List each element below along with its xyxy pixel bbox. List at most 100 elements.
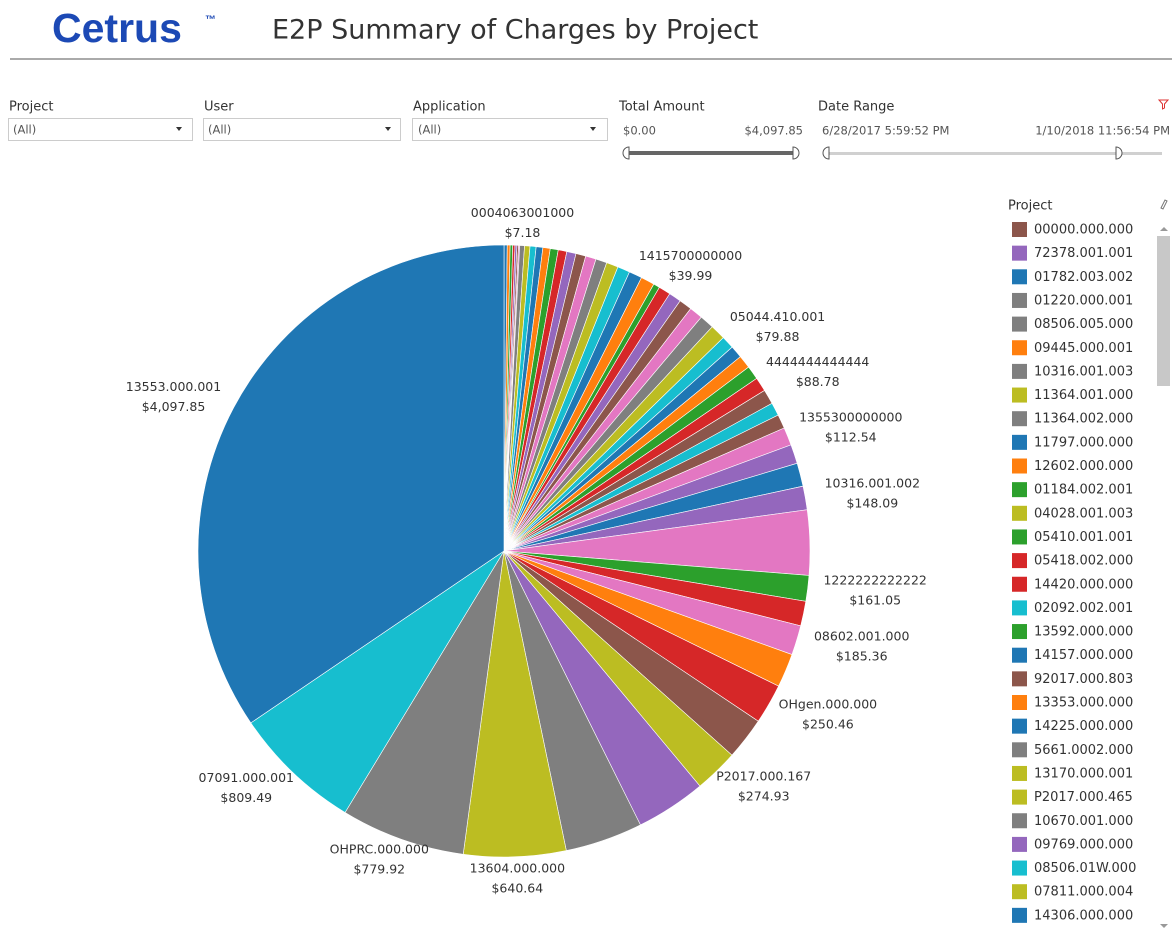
- legend-swatch: [1012, 860, 1027, 876]
- dropdown-value: (All): [418, 123, 441, 137]
- legend-label: 13353.000.000: [1034, 696, 1133, 711]
- scroll-thumb[interactable]: [1157, 236, 1170, 386]
- slice-value: $161.05: [849, 593, 901, 608]
- legend-swatch: [1012, 576, 1027, 592]
- slider-handle[interactable]: [622, 146, 630, 160]
- dropdown-box[interactable]: [203, 118, 401, 141]
- legend-label: 10670.001.000: [1034, 814, 1133, 829]
- legend-swatch: [1012, 222, 1027, 237]
- legend-label: 14420.000.000: [1034, 577, 1133, 592]
- legend-swatch: [1012, 292, 1027, 308]
- filter-label: Date Range: [818, 100, 894, 115]
- legend-swatch: [1012, 884, 1027, 900]
- legend-swatch: [1012, 434, 1027, 450]
- legend-label: 13592.000.000: [1034, 625, 1133, 640]
- slice-label: 05044.410.001: [730, 309, 825, 324]
- legend-swatch: [1012, 789, 1027, 805]
- user-dropdown[interactable]: (All): [203, 118, 401, 141]
- legend-swatch: [1012, 742, 1027, 758]
- legend-label: 01782.003.002: [1034, 270, 1133, 285]
- legend-swatch: [1012, 765, 1027, 781]
- legend-swatch: [1012, 363, 1027, 379]
- slider-track: [626, 151, 798, 155]
- slice-label: 13553.000.001: [126, 379, 221, 394]
- dropdown-value: (All): [208, 123, 231, 137]
- slider-handle[interactable]: [792, 146, 800, 160]
- slice-label: 0004063001000: [471, 205, 574, 220]
- legend-label: 72378.001.001: [1034, 246, 1133, 261]
- legend-label: 10316.001.003: [1034, 364, 1133, 379]
- legend-swatch: [1012, 813, 1027, 829]
- legend-scrollbar[interactable]: [1157, 227, 1170, 928]
- filter-label: Total Amount: [618, 100, 705, 115]
- legend-swatch: [1012, 600, 1027, 616]
- slice-value: $809.49: [220, 790, 272, 805]
- project-dropdown[interactable]: (All): [8, 118, 193, 141]
- legend-swatch: [1012, 695, 1027, 710]
- page-title: E2P Summary of Charges by Project: [272, 15, 758, 46]
- slice-value: $779.92: [353, 862, 405, 877]
- filter-label: Project: [9, 100, 53, 115]
- slice-label: 08602.001.000: [814, 628, 909, 643]
- slice-label: 07091.000.001: [199, 770, 294, 785]
- slice-value: $4,097.85: [142, 399, 206, 414]
- dropdown-box[interactable]: [412, 118, 608, 141]
- slider-handle[interactable]: [1115, 146, 1123, 160]
- slice-value: $148.09: [846, 496, 898, 511]
- slice-value: $88.78: [796, 374, 840, 389]
- slice-value: $7.18: [505, 225, 541, 240]
- slice-label: 10316.001.002: [825, 476, 920, 491]
- legend-label: 11797.000.000: [1034, 435, 1133, 450]
- legend-title: Project: [1008, 199, 1052, 214]
- legend-label: 01184.002.001: [1034, 483, 1133, 498]
- slice-value: $79.88: [756, 329, 800, 344]
- logo-mark: ™: [205, 14, 216, 26]
- scroll-down[interactable]: [1160, 924, 1168, 928]
- legend-label: 11364.001.000: [1034, 388, 1133, 403]
- legend-swatch: [1012, 836, 1027, 852]
- slice-label: OHPRC.000.000: [330, 842, 429, 857]
- slice-value: $274.93: [738, 789, 790, 804]
- legend-label: 14306.000.000: [1034, 908, 1133, 923]
- legend-label: 11364.002.000: [1034, 412, 1133, 427]
- legend-swatch: [1012, 907, 1027, 923]
- slice-value: $185.36: [836, 648, 888, 663]
- logo: Cetrus: [52, 5, 182, 51]
- range-max: $4,097.85: [744, 124, 803, 138]
- legend-label: 08506.005.000: [1034, 317, 1133, 332]
- application-dropdown[interactable]: (All): [412, 118, 608, 141]
- scroll-up[interactable]: [1160, 227, 1168, 231]
- legend-label: 07811.000.004: [1034, 885, 1133, 900]
- funnel: [1157, 99, 1170, 110]
- legend-label: 01220.000.001: [1034, 293, 1133, 308]
- legend-label: 5661.0002.000: [1034, 743, 1133, 758]
- legend-swatch: [1012, 671, 1027, 687]
- dropdown-arrow: [590, 127, 596, 131]
- dropdown-box[interactable]: [8, 118, 193, 141]
- legend-swatch: [1012, 245, 1027, 261]
- legend-label: 92017.000.803: [1034, 672, 1133, 687]
- dropdown-arrow: [385, 127, 391, 131]
- slice-value: $39.99: [669, 268, 713, 283]
- legend-swatch: [1012, 529, 1027, 545]
- slider-track: [826, 152, 1162, 155]
- legend-label: 14157.000.000: [1034, 648, 1133, 663]
- pie-slice: [197, 244, 505, 724]
- legend-label: 09769.000.000: [1034, 837, 1133, 852]
- date-slider[interactable]: [822, 146, 1162, 160]
- amount-slider[interactable]: [622, 146, 800, 160]
- legend-label: 14225.000.000: [1034, 719, 1133, 734]
- edit-icon[interactable]: [1160, 199, 1168, 210]
- clear-filter-icon[interactable]: [1157, 99, 1170, 110]
- legend-swatch: [1012, 647, 1027, 663]
- legend-swatch: [1012, 718, 1027, 734]
- slider-handle[interactable]: [822, 146, 830, 160]
- legend-swatch: [1012, 387, 1027, 403]
- slice-label: 1222222222222: [823, 573, 926, 588]
- legend-swatch: [1012, 458, 1027, 474]
- legend-label: 13170.000.001: [1034, 766, 1133, 781]
- legend-label: 00000.000.000: [1034, 223, 1133, 238]
- legend-swatch: [1012, 269, 1027, 285]
- dropdown-arrow: [176, 127, 182, 131]
